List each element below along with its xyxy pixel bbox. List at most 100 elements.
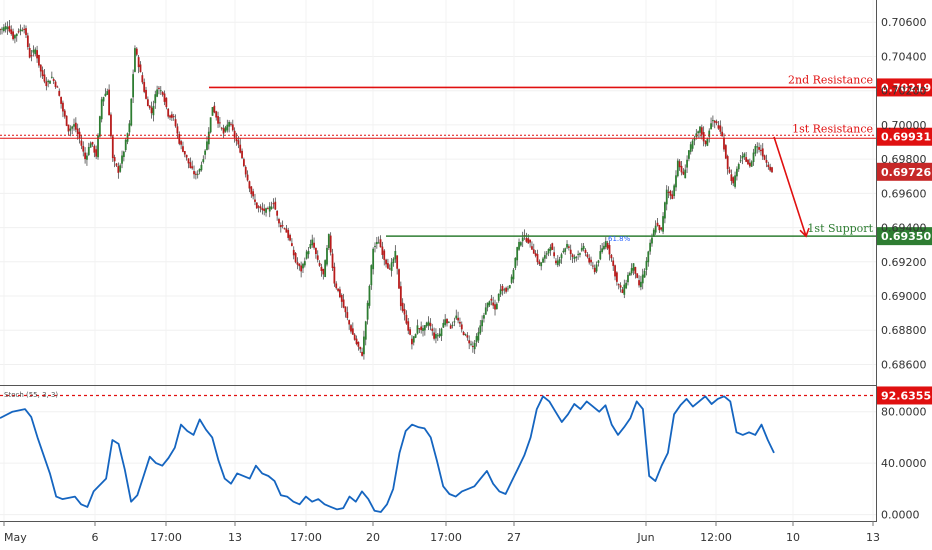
candle-body: [335, 283, 338, 289]
candle-body: [135, 48, 138, 55]
candle-body: [266, 208, 269, 210]
candle-body: [289, 234, 291, 241]
candle-body: [36, 50, 38, 59]
candle-body: [76, 128, 79, 135]
candle-body: [726, 156, 729, 170]
candle-body: [686, 159, 688, 168]
time-tick-label: Jun: [636, 531, 654, 544]
candle-body: [416, 325, 419, 334]
candle-body: [634, 267, 637, 274]
candle-body: [244, 166, 247, 175]
candle-body: [466, 335, 469, 338]
candle-body: [294, 253, 297, 263]
candle-body: [279, 225, 282, 228]
candle-body: [765, 160, 768, 163]
candle-body: [468, 340, 471, 344]
candle-body: [139, 64, 142, 73]
candle-body: [488, 301, 491, 306]
candle-body: [588, 257, 591, 263]
candle-body: [519, 242, 522, 246]
candle-body: [126, 133, 129, 142]
candle-body: [39, 64, 42, 72]
candle-body: [385, 259, 387, 265]
candle-body: [573, 256, 576, 259]
candle-body: [106, 91, 109, 95]
candle-body: [67, 124, 70, 132]
candle-body: [599, 251, 602, 260]
candle-body: [490, 298, 493, 301]
candle-body: [222, 128, 225, 134]
candle-body: [217, 116, 219, 124]
candle-body: [242, 159, 245, 167]
candle-body: [769, 166, 772, 171]
candle-body: [340, 294, 343, 302]
candle-body: [122, 151, 125, 158]
candle-body: [514, 257, 517, 268]
candle-body: [292, 249, 295, 256]
candle-body: [429, 322, 432, 327]
candle-body: [383, 250, 386, 260]
price-tick-label: 0.69200: [881, 256, 927, 269]
candle-body: [1, 28, 3, 30]
time-tick-label: 27: [507, 531, 521, 544]
candle-body: [303, 261, 306, 266]
candle-body: [405, 314, 408, 324]
candle-body: [664, 202, 666, 219]
candle-body: [579, 253, 581, 255]
candle-body: [390, 262, 393, 271]
candle-body: [2, 27, 5, 32]
candle-body: [460, 324, 463, 330]
candle-body: [566, 243, 568, 248]
candle-body: [182, 146, 184, 152]
candle-body: [412, 336, 415, 343]
candle-body: [606, 242, 609, 249]
candle-body: [715, 121, 718, 124]
candle-body: [699, 126, 701, 133]
candle-body: [597, 260, 600, 263]
candle-body: [276, 210, 279, 216]
candle-body: [492, 302, 495, 306]
candle-body: [678, 161, 681, 168]
last-price-text: 0.69726: [881, 166, 931, 179]
candle-body: [38, 54, 40, 66]
candle-body: [26, 35, 29, 48]
level-price-text: 0.70219: [881, 81, 931, 94]
candle-body: [556, 260, 559, 266]
candle-body: [529, 239, 532, 243]
candle-body: [564, 248, 567, 252]
candle-body: [108, 89, 110, 116]
candle-body: [30, 55, 33, 57]
candle-body: [440, 328, 443, 336]
candle-body: [235, 137, 238, 142]
candle-body: [436, 335, 439, 337]
candle-body: [300, 265, 303, 272]
candle-body: [315, 247, 317, 255]
candle-body: [80, 140, 83, 146]
candle-body: [676, 160, 679, 177]
stochastic-tick-label: 40.0000: [881, 457, 927, 470]
candle-body: [231, 124, 234, 131]
candle-body: [761, 148, 764, 157]
time-tick-label: 17:00: [150, 531, 182, 544]
candle-body: [427, 321, 430, 326]
candle-body: [200, 164, 203, 171]
candle-body: [255, 202, 258, 209]
candle-body: [453, 321, 456, 323]
candle-body: [682, 171, 685, 175]
price-tick-label: 0.70000: [881, 119, 927, 132]
candle-body: [407, 321, 410, 331]
candle-body: [137, 57, 140, 68]
candle-body: [684, 169, 687, 179]
candle-body: [17, 31, 20, 33]
candle-body: [689, 144, 692, 152]
candle-body: [278, 219, 280, 224]
time-tick-label: 17:00: [290, 531, 322, 544]
candle-body: [326, 247, 328, 265]
candle-body: [669, 190, 672, 196]
time-tick-label: 10: [786, 531, 800, 544]
candle-body: [117, 166, 120, 173]
candle-body: [167, 108, 170, 117]
candle-body: [455, 315, 458, 319]
candle-body: [183, 151, 186, 155]
